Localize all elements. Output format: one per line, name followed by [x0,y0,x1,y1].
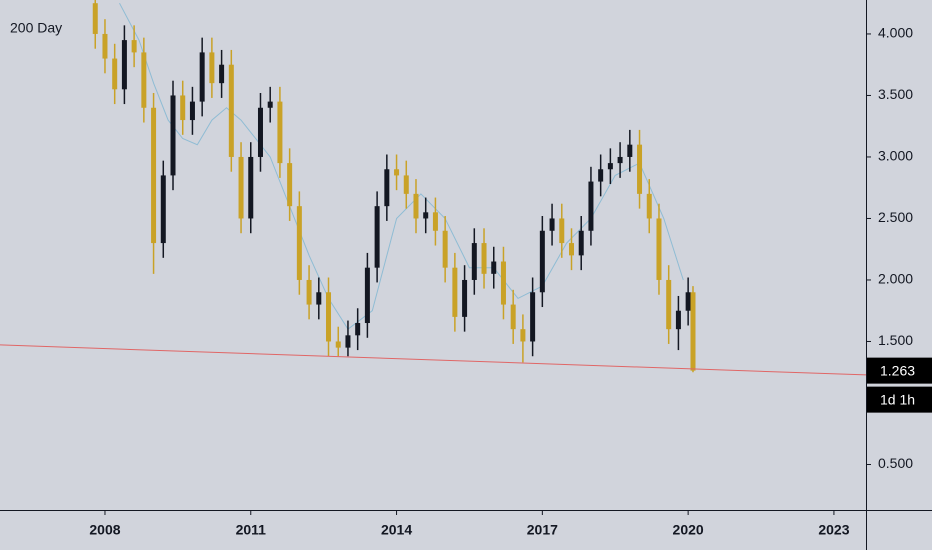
candle-body [685,292,691,311]
y-tick-label: 1.500 [878,332,913,348]
candle-body [569,243,575,256]
countdown-label: 1d 1h [880,391,915,407]
candle-body [384,169,390,207]
candle-body [209,52,215,84]
candle-body [160,175,166,244]
y-tick-label: 2.500 [878,209,913,225]
y-tick-label: 4.000 [878,25,913,41]
candle-body [170,95,176,176]
candle-body [296,206,302,280]
candle-body [228,64,234,157]
candle-body [326,292,332,342]
candle-body [306,279,312,305]
candle-body [316,292,322,305]
candle-body [539,230,545,293]
candle-body [491,261,497,274]
last-price-box [867,357,932,384]
last-price-label: 1.263 [880,362,915,378]
y-tick-label: 3.000 [878,148,913,164]
candle-body [335,341,341,348]
moving-average-line [119,2,684,330]
candle-body [559,218,565,244]
candle-body [675,310,681,330]
candle-body [180,95,186,121]
candle-body [510,304,516,330]
candle-body [413,193,419,219]
candle-body [287,163,293,207]
candle-body [403,175,409,194]
y-tick-label: 0.500 [878,455,913,471]
x-tick-label: 2023 [818,522,849,538]
candle-body [364,267,370,324]
candle-body [374,206,380,268]
candle-body [627,144,633,157]
candle-body [92,3,98,34]
candle-body [471,243,477,280]
candle-body [442,230,448,268]
candle-body [530,292,536,342]
candle-body [151,107,157,244]
candle-body [646,193,652,219]
candle-body [637,144,643,194]
candle-body [277,101,283,164]
candle-body [656,218,662,280]
candle-body [394,169,400,176]
candle-body [500,261,506,305]
candle-body [199,52,205,102]
candle-body [345,335,351,348]
candle-body [189,101,195,121]
candle-body [452,267,458,317]
trend-line [0,344,867,376]
candle-body [432,212,438,231]
x-tick-label: 2008 [89,522,120,538]
candle-body [131,40,137,53]
candle-body [481,243,487,274]
candle-body [141,52,147,108]
candle-body [520,329,526,342]
candle-body [257,107,263,157]
candle-body [423,212,429,219]
y-tick-label: 3.500 [878,86,913,102]
candle-body [578,230,584,256]
candle-body [462,279,468,317]
candle-body [598,169,604,182]
candle-body [549,218,555,231]
candle-body [248,156,254,219]
candle-body [666,279,672,330]
candle-body [102,33,108,59]
legend-label: 200 Day [10,20,62,36]
x-tick-label: 2020 [673,522,704,538]
candle-body [112,58,118,90]
candle-body [588,181,594,231]
x-tick-label: 2014 [381,522,412,538]
x-tick-label: 2011 [236,522,267,538]
candle-body [121,40,127,90]
candle-body [238,156,244,219]
y-tick-label: 2.000 [878,271,913,287]
x-tick-label: 2017 [527,522,558,538]
candle-body [267,101,273,108]
candle-body [690,292,696,371]
countdown-box [867,386,932,413]
candle-body [219,64,225,84]
candle-body [607,163,613,170]
candle-body [617,156,623,164]
candle-body [355,323,361,336]
